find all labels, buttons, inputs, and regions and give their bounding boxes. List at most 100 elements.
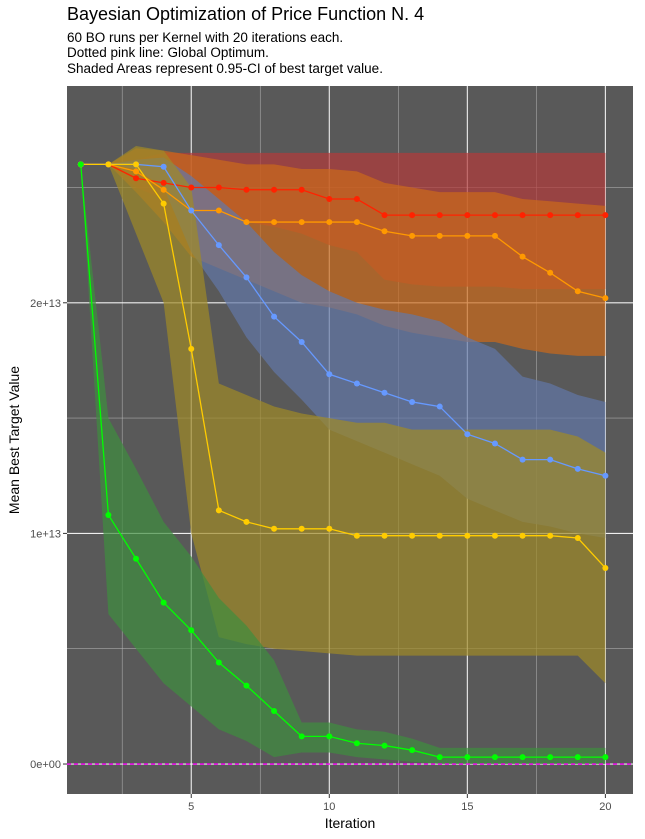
series-point-3-15: [491, 532, 498, 539]
series-point-0-13: [436, 212, 443, 219]
series-point-2-8: [298, 338, 305, 345]
series-point-4-19: [602, 754, 609, 761]
series-point-4-5: [215, 659, 222, 666]
series-point-4-18: [574, 754, 581, 761]
series-point-4-2: [133, 555, 140, 562]
series-point-1-17: [547, 269, 554, 276]
series-point-2-4: [188, 207, 195, 214]
series-point-0-4: [188, 184, 195, 191]
series-point-2-3: [160, 163, 167, 170]
series-point-0-14: [464, 212, 471, 219]
series-point-0-9: [326, 196, 333, 203]
x-tick-label: 15: [461, 801, 473, 813]
series-point-0-16: [519, 212, 526, 219]
series-point-4-3: [160, 599, 167, 606]
series-point-1-11: [381, 228, 388, 235]
x-axis-title: Iteration: [325, 815, 376, 831]
series-point-4-1: [105, 511, 112, 518]
series-point-3-17: [547, 532, 554, 539]
series-point-1-7: [271, 219, 278, 226]
series-point-4-12: [409, 747, 416, 754]
series-point-0-12: [409, 212, 416, 219]
series-point-3-1: [105, 161, 112, 168]
series-point-3-9: [326, 525, 333, 532]
series-point-4-10: [353, 740, 360, 747]
series-point-3-4: [188, 345, 195, 352]
series-point-2-19: [602, 472, 609, 479]
series-point-1-2: [133, 168, 140, 175]
series-point-4-9: [326, 733, 333, 740]
series-point-2-16: [519, 456, 526, 463]
series-line-3: [80, 163, 606, 569]
series-point-0-6: [243, 186, 250, 193]
series-line-4: [80, 164, 606, 758]
series-point-2-5: [215, 242, 222, 249]
series-point-1-19: [602, 295, 609, 302]
series-point-2-17: [547, 456, 554, 463]
series-point-1-16: [519, 253, 526, 260]
series-point-3-6: [243, 518, 250, 525]
series-point-1-12: [409, 232, 416, 239]
series-point-0-10: [353, 196, 360, 203]
series-point-4-6: [243, 682, 250, 689]
x-tick-label: 10: [323, 801, 335, 813]
series-point-1-8: [298, 219, 305, 226]
series-point-0-11: [381, 212, 388, 219]
series-point-1-15: [491, 232, 498, 239]
series-point-1-3: [160, 186, 167, 193]
series-point-2-14: [464, 431, 471, 438]
series-point-0-15: [491, 212, 498, 219]
series-point-1-5: [215, 207, 222, 214]
series-point-3-19: [602, 564, 609, 571]
series-line-2: [80, 163, 606, 477]
series-point-0-3: [160, 179, 167, 186]
y-tick-label: 0e+00: [30, 759, 61, 771]
series-point-0-8: [298, 186, 305, 193]
series-point-0-2: [133, 175, 140, 182]
series-point-4-15: [491, 754, 498, 761]
series-point-1-10: [353, 219, 360, 226]
series-point-3-13: [436, 532, 443, 539]
series-point-3-10: [353, 532, 360, 539]
series-point-2-11: [381, 389, 388, 396]
y-axis-title: Mean Best Target Value: [6, 366, 22, 514]
series-point-1-14: [464, 232, 471, 239]
chart-subtitle-line-1: 60 BO runs per Kernel with 20 iterations…: [67, 30, 344, 45]
series-point-0-7: [271, 186, 278, 193]
series-point-2-15: [491, 440, 498, 447]
chart-title: Bayesian Optimization of Price Function …: [67, 4, 425, 24]
series-point-4-4: [188, 627, 195, 634]
series-point-2-6: [243, 274, 250, 281]
series-point-3-5: [215, 507, 222, 514]
ci-band-3: [80, 145, 606, 684]
chart-subtitle-line-3: Shaded Areas represent 0.95-CI of best t…: [67, 61, 383, 76]
chart-subtitle-line-2: Dotted pink line: Global Optimum.: [67, 45, 269, 60]
y-tick-label: 1e+13: [30, 528, 61, 540]
y-tick-label: 2e+13: [30, 298, 61, 310]
series-point-1-6: [243, 219, 250, 226]
series-point-4-7: [271, 707, 278, 714]
series-point-4-16: [519, 754, 526, 761]
series-point-1-9: [326, 219, 333, 226]
series-point-0-19: [602, 212, 609, 219]
series-point-4-11: [381, 742, 388, 749]
series-lines: [80, 163, 606, 758]
series-point-3-11: [381, 532, 388, 539]
series-point-3-8: [298, 525, 305, 532]
series-point-2-10: [353, 380, 360, 387]
series-point-4-8: [298, 733, 305, 740]
series-point-1-13: [436, 232, 443, 239]
x-axis: 5 10 15 20: [188, 794, 612, 813]
series-point-4-0: [77, 161, 84, 168]
series-point-2-13: [436, 403, 443, 410]
series-point-2-9: [326, 371, 333, 378]
x-tick-label: 20: [599, 801, 611, 813]
series-point-3-2: [133, 161, 140, 168]
x-tick-label: 5: [188, 801, 194, 813]
series-point-3-14: [464, 532, 471, 539]
series-point-0-5: [215, 184, 222, 191]
series-point-2-12: [409, 398, 416, 405]
series-line-0: [80, 163, 606, 216]
